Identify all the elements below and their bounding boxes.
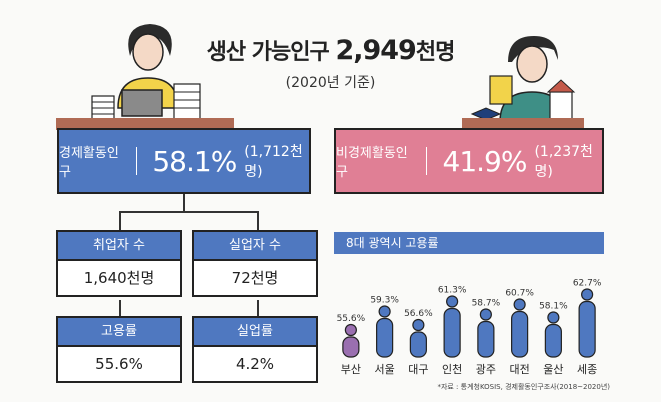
card-value: 72천명: [192, 261, 318, 297]
data-label: 61.3%: [438, 286, 467, 296]
category-label: 광주: [476, 363, 496, 376]
employed-card: 취업자 수 1,640천명: [56, 230, 182, 297]
connector-line: [257, 300, 259, 316]
economic-active-box: 경제활동인구 58.1% (1,712천명): [57, 128, 311, 194]
bar-body: [443, 307, 461, 358]
bar-광주: 58.7% 광주: [472, 299, 501, 377]
source-note: *자료 : 통계청KOSIS, 경제활동인구조사(2018~2020년): [437, 383, 610, 391]
data-label: 58.7%: [472, 299, 501, 309]
title-prefix: 생산 가능인구: [206, 40, 330, 65]
title-unit: 천명: [415, 40, 455, 65]
bar-head: [479, 308, 492, 321]
data-label: 56.6%: [404, 309, 433, 319]
economic-inactive-count: (1,237천명): [534, 144, 593, 180]
desk-left: [56, 118, 234, 130]
bar-head: [344, 323, 357, 337]
connector-line: [119, 211, 121, 230]
office-worker-illustration: [82, 0, 212, 130]
bar-인천: 61.3% 인천: [438, 286, 467, 377]
bar-head: [547, 311, 560, 324]
title-number: 2,949: [335, 35, 416, 66]
bar-head: [513, 298, 526, 311]
bar-body: [578, 300, 596, 358]
card-value: 1,640천명: [56, 261, 182, 297]
bar-head: [446, 295, 459, 308]
page-title: 생산 가능인구 2,949천명: [0, 34, 661, 66]
card-label: 취업자 수: [56, 230, 182, 261]
card-label: 실업률: [192, 316, 318, 347]
category-label: 서울: [375, 363, 395, 376]
economic-inactive-percent: 41.9%: [442, 144, 528, 178]
data-label: 58.1%: [539, 302, 568, 312]
chart-title: 8대 광역시 고용률: [334, 232, 604, 254]
economic-active-count: (1,712천명): [244, 144, 303, 180]
unemployment-rate-card: 실업률 4.2%: [192, 316, 318, 383]
category-label: 부산: [341, 363, 361, 376]
employment-rate-chart: 55.6% 부산 59.3% 서울 56.6% 대구 61.3% 인천 58.7% 광주 60.7%…: [337, 279, 602, 377]
connector-line: [257, 211, 259, 230]
student-illustration: [470, 22, 600, 130]
economic-active-percent: 58.1%: [152, 144, 237, 178]
card-value: 4.2%: [192, 347, 318, 383]
card-label: 고용률: [56, 316, 182, 347]
bar-body: [376, 317, 394, 358]
desk-right: [462, 118, 584, 130]
data-label: 60.7%: [505, 289, 534, 299]
card-value: 55.6%: [56, 347, 182, 383]
employment-rate-card: 고용률 55.6%: [56, 316, 182, 383]
unemployed-card: 실업자 수 72천명: [192, 230, 318, 297]
bar-head: [581, 288, 594, 301]
economic-inactive-label: 비경제활동인구: [336, 146, 408, 180]
category-label: 인천: [442, 362, 462, 376]
divider: [425, 147, 427, 175]
bar-body: [544, 323, 562, 358]
bar-대구: 56.6% 대구: [404, 309, 433, 376]
bar-대전: 60.7% 대전: [505, 289, 534, 377]
bar-body: [511, 310, 529, 358]
data-label: 55.6%: [337, 314, 366, 324]
page-subtitle: (2020년 기준): [285, 75, 376, 91]
category-label: 대구: [408, 363, 428, 376]
bar-세종: 62.7% 세종: [573, 279, 602, 377]
economic-inactive-box: 비경제활동인구 41.9% (1,237천명): [334, 128, 604, 194]
connector-line: [183, 194, 185, 212]
bar-body: [409, 331, 427, 358]
economic-active-label: 경제활동인구: [59, 146, 119, 180]
card-label: 실업자 수: [192, 230, 318, 261]
bar-head: [378, 305, 391, 318]
category-label: 세종: [577, 363, 597, 376]
bar-body: [342, 336, 360, 358]
bar-head: [412, 318, 425, 332]
connector-line: [119, 211, 259, 213]
divider: [135, 147, 137, 175]
bar-body: [477, 320, 495, 358]
connector-line: [119, 300, 121, 316]
bar-부산: 55.6% 부산: [337, 314, 366, 376]
category-label: 울산: [543, 363, 563, 376]
bar-서울: 59.3% 서울: [370, 296, 399, 377]
data-label: 62.7%: [573, 279, 602, 289]
data-label: 59.3%: [370, 296, 399, 306]
category-label: 대전: [510, 363, 530, 376]
bar-울산: 58.1% 울산: [539, 302, 568, 377]
